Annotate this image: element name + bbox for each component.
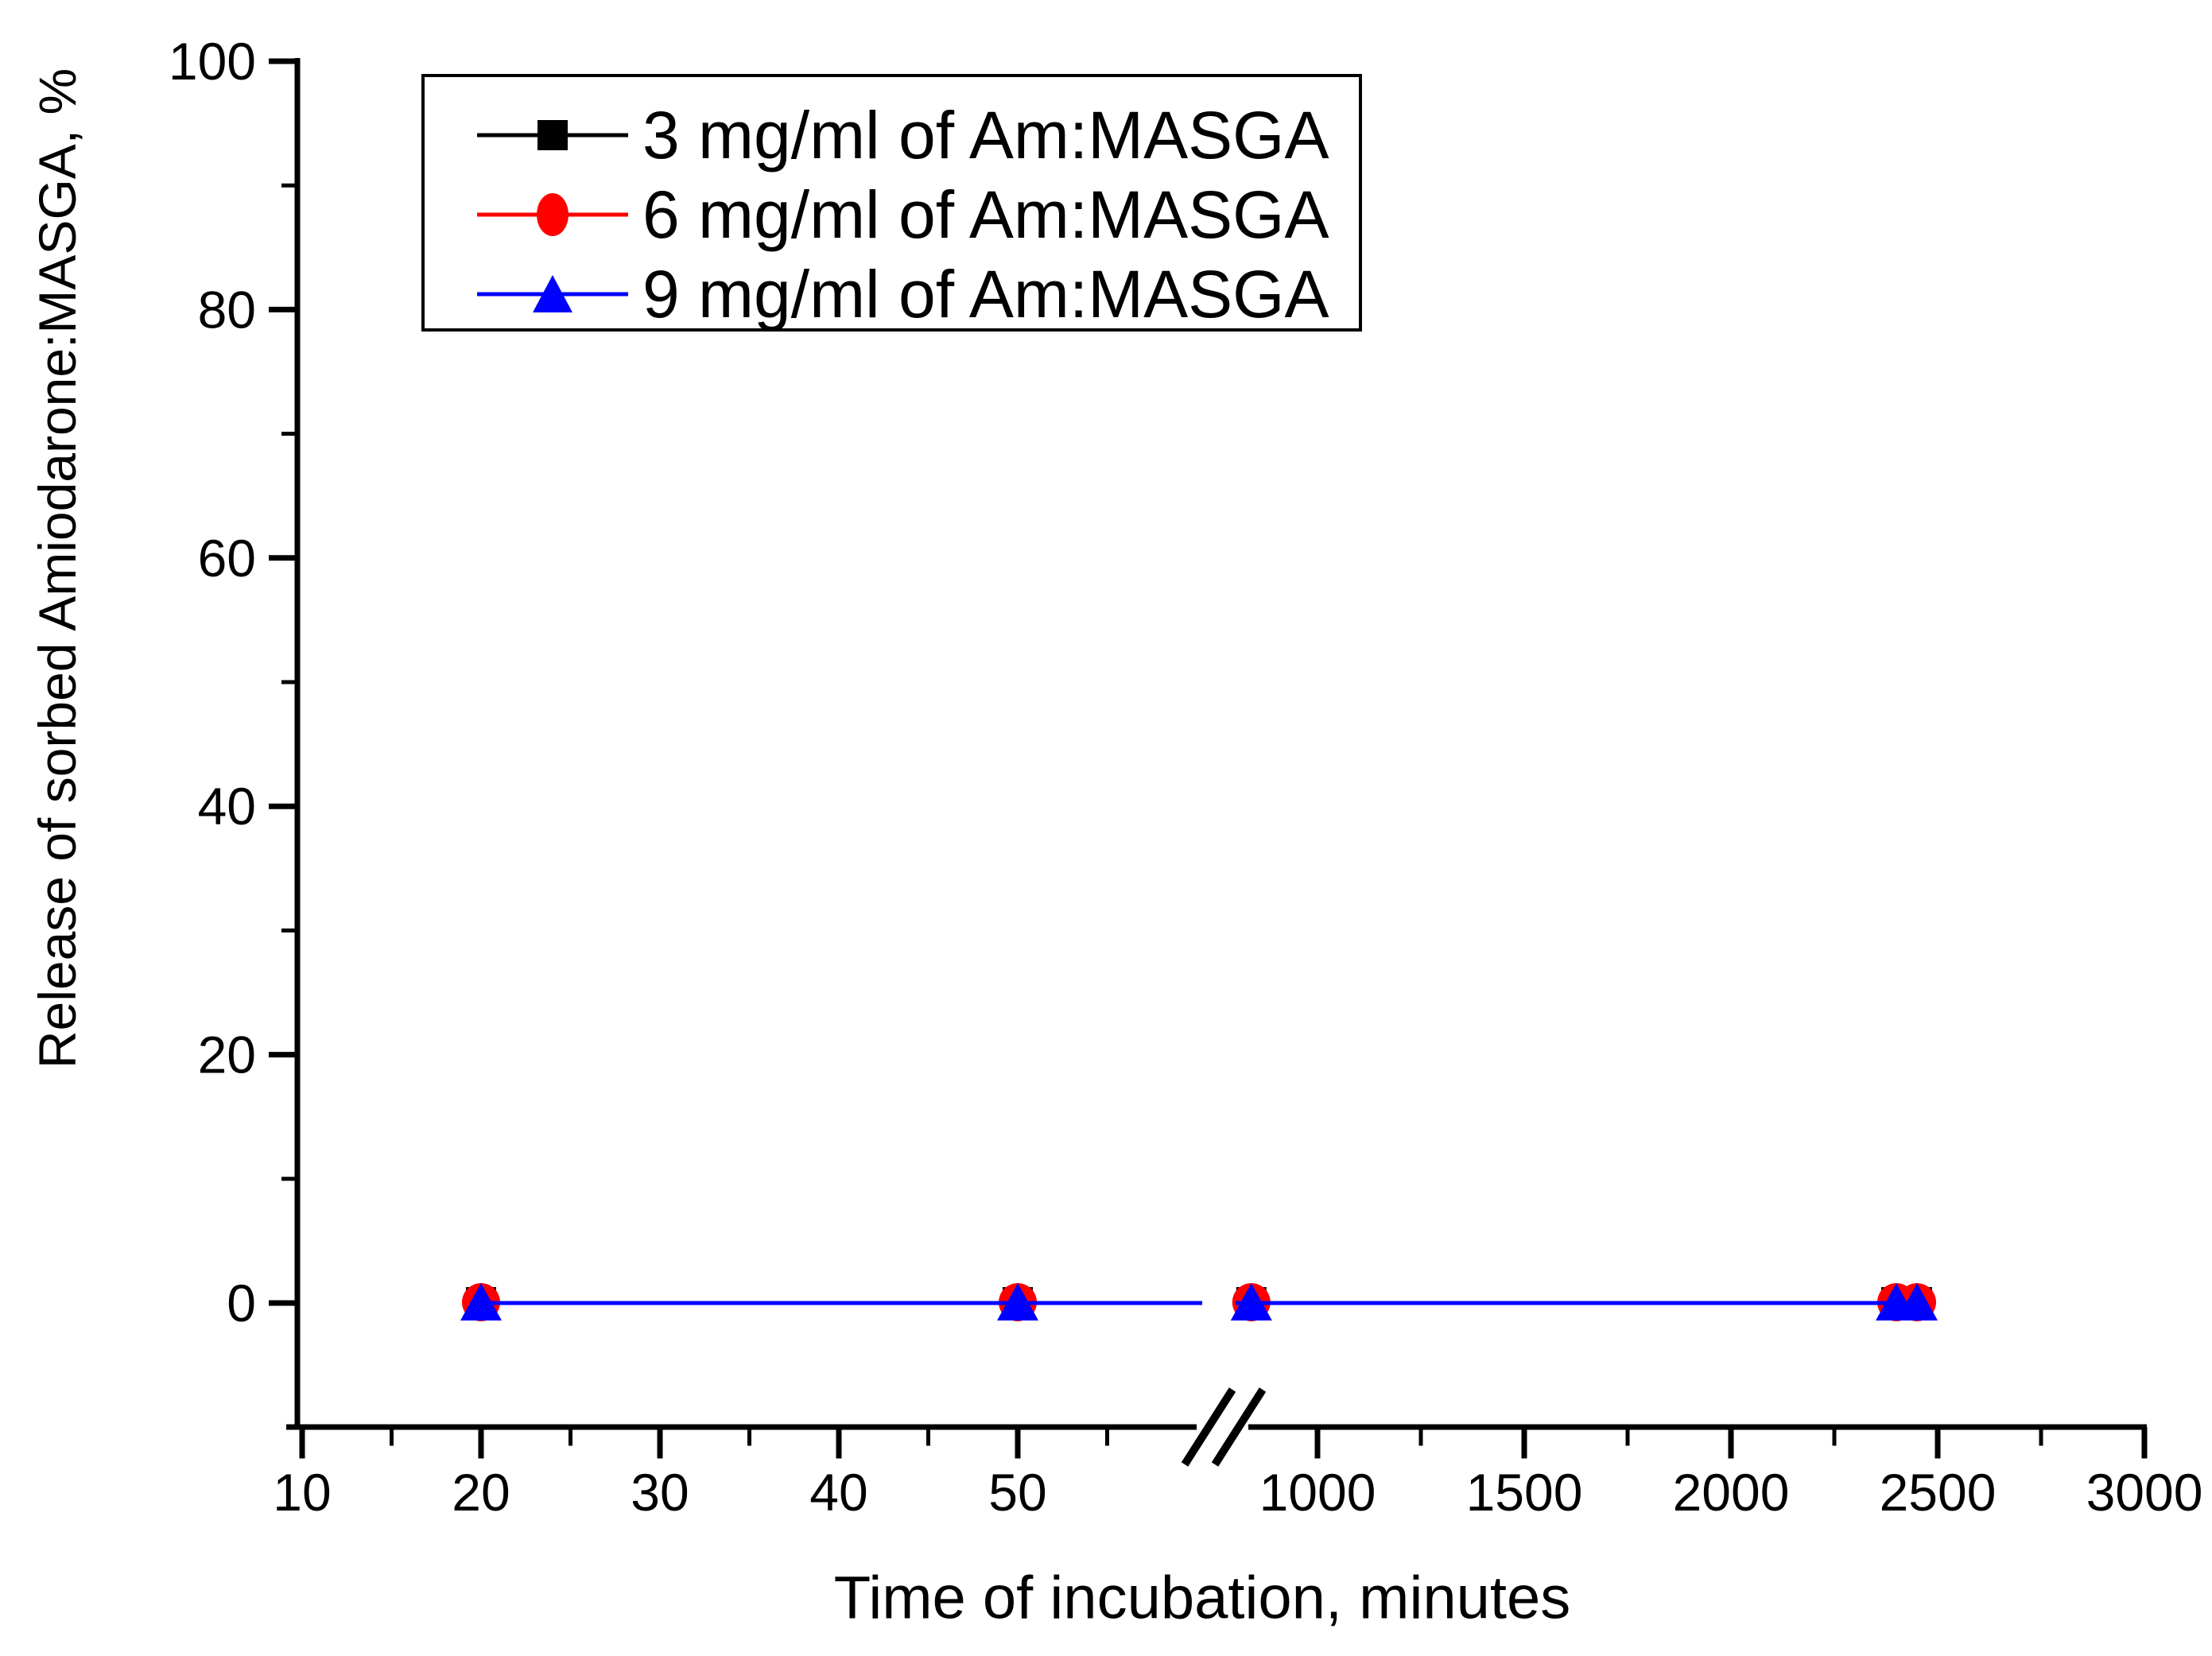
data-marker-triangle	[997, 1283, 1038, 1321]
x-tick-label: 20	[452, 1463, 510, 1522]
x-tick-label: 10	[273, 1463, 331, 1522]
data-series	[460, 1283, 1938, 1321]
x-tick-label: 30	[631, 1463, 689, 1522]
y-tick-label: 0	[227, 1274, 256, 1332]
legend-entry-label: 3 mg/ml of Am:MASGA	[642, 98, 1329, 173]
tick-labels: 0 20 40 60 80 100 10 20 30 40 50 1000 1500 2000 2500 30…	[169, 32, 2203, 1522]
legend-entry: 6 mg/ml of Am:MASGA	[477, 177, 1329, 252]
legend-entry-label: 9 mg/ml of Am:MASGA	[642, 257, 1329, 332]
data-marker-triangle	[1230, 1283, 1272, 1321]
legend-entry: 9 mg/ml of Am:MASGA	[477, 257, 1329, 332]
x-tick-label: 2500	[1880, 1463, 1997, 1522]
legend-box	[421, 74, 1362, 332]
legend-square-icon	[537, 120, 568, 150]
axis-break-slash	[1211, 1387, 1267, 1467]
data-marker-triangle	[1896, 1283, 1938, 1321]
y-axis-title: Release of sorbed Amiodarone:MASGA, %	[28, 68, 87, 1068]
data-marker-triangle	[460, 1283, 502, 1321]
y-tick-label: 100	[169, 32, 256, 91]
x-tick-label: 50	[988, 1463, 1046, 1522]
legend-triangle-icon	[533, 275, 572, 312]
x-tick-label: 1000	[1259, 1463, 1376, 1522]
x-axis-title: Time of incubation, minutes	[834, 1565, 1571, 1632]
y-tick-label: 60	[198, 529, 256, 588]
axes	[269, 58, 2148, 1467]
y-tick-label: 80	[198, 280, 256, 339]
x-tick-label: 3000	[2086, 1463, 2203, 1522]
y-tick-label: 40	[198, 777, 256, 836]
legend-entry: 3 mg/ml of Am:MASGA	[477, 98, 1329, 173]
x-tick-label: 2000	[1673, 1463, 1790, 1522]
axis-break-slash	[1181, 1387, 1236, 1467]
legend-entry-label: 6 mg/ml of Am:MASGA	[642, 177, 1329, 252]
y-tick-label: 20	[198, 1026, 256, 1084]
x-tick-label: 1500	[1466, 1463, 1583, 1522]
x-tick-label: 40	[809, 1463, 867, 1522]
legend-circle-icon	[537, 193, 569, 236]
series-triangle	[460, 1283, 1938, 1321]
